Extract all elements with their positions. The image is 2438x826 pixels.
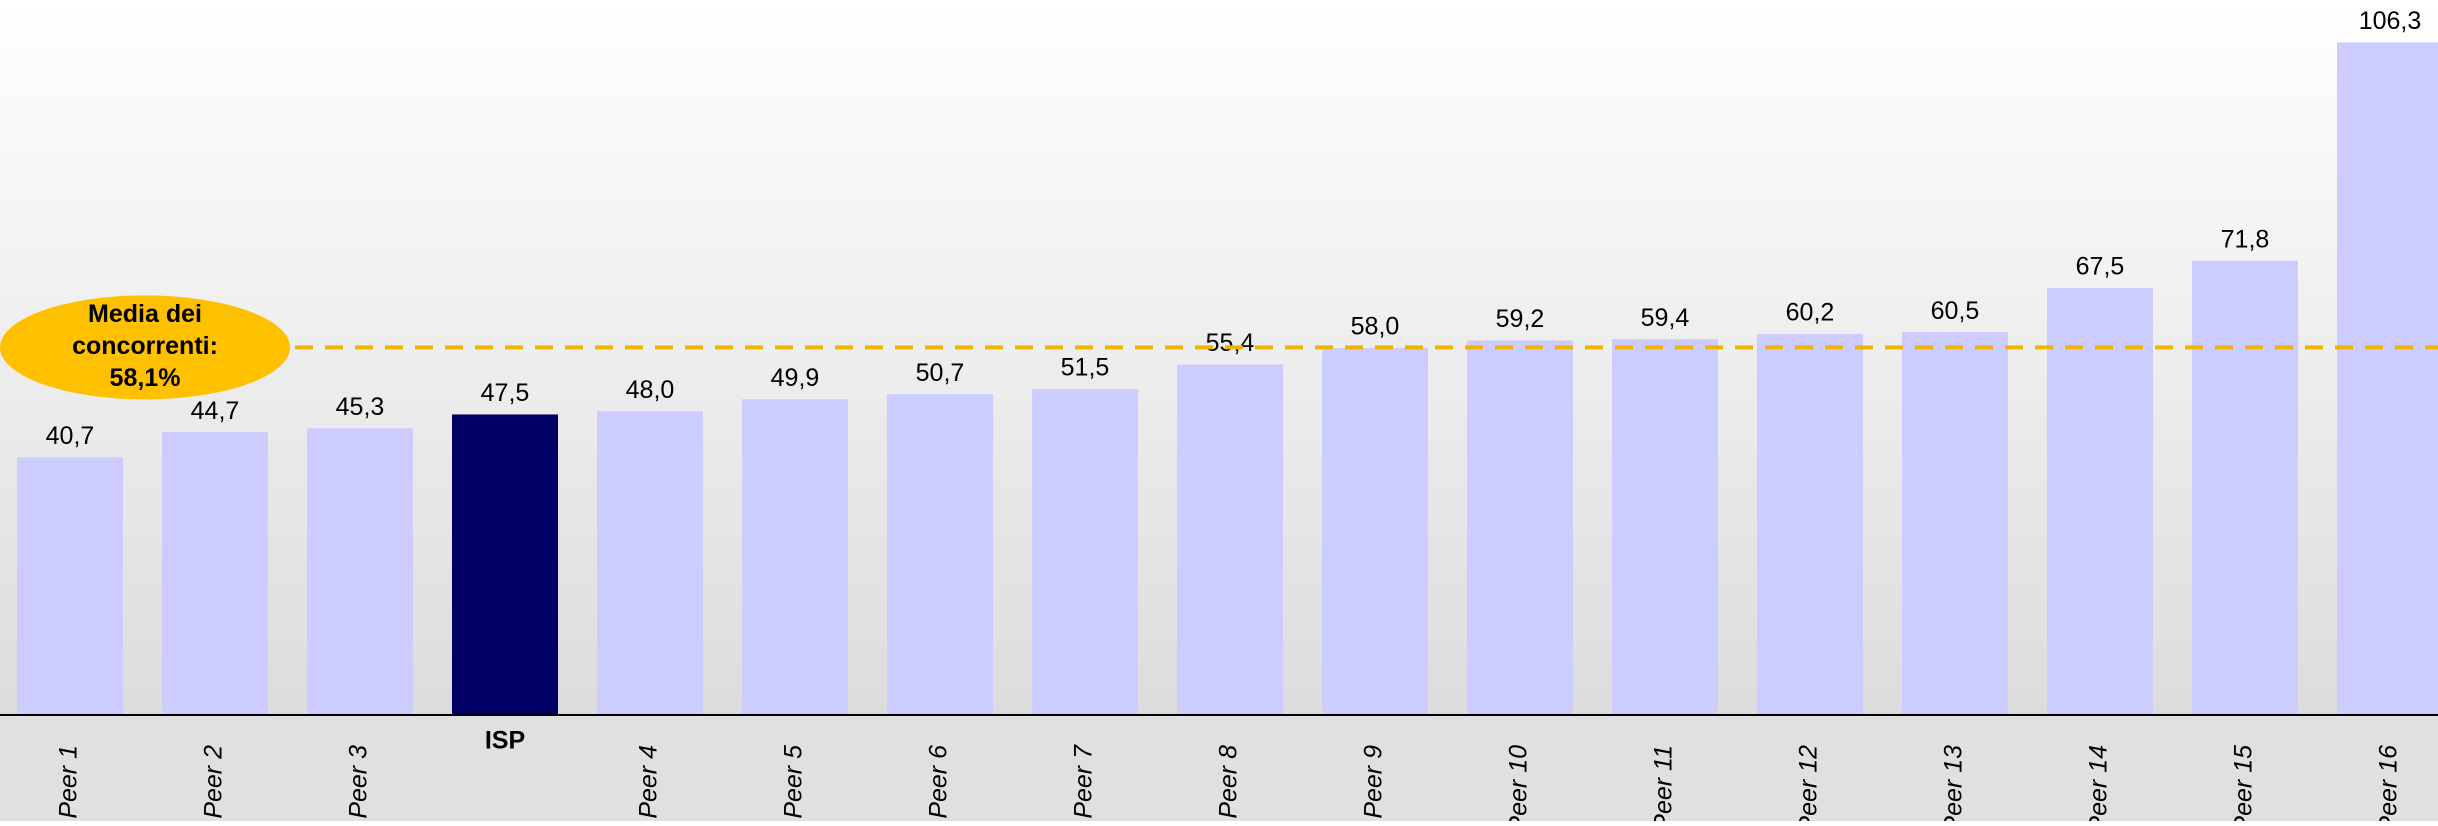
x-tick-label: Peer 6: [925, 745, 953, 819]
value-label: 48,0: [626, 376, 675, 404]
x-tick-label: Peer 5: [780, 745, 808, 819]
value-label: 55,4: [1206, 329, 1255, 357]
x-tick-label: Peer 13: [1940, 745, 1968, 821]
value-label: 50,7: [916, 359, 965, 387]
bar: [1177, 364, 1283, 715]
value-label: 106,3: [2359, 7, 2422, 35]
value-label: 40,7: [46, 422, 95, 450]
average-label: concorrenti:: [72, 332, 218, 360]
value-label: 60,5: [1931, 297, 1980, 325]
bar: [742, 399, 848, 715]
axis-band: [0, 715, 2438, 821]
x-tick-label: Peer 3: [345, 745, 373, 819]
value-label: 44,7: [191, 397, 240, 425]
bar: [597, 411, 703, 715]
value-label: 71,8: [2221, 225, 2270, 253]
bar: [2192, 260, 2298, 715]
bar: [1902, 332, 2008, 715]
bar: [1032, 389, 1138, 715]
average-label: 58,1%: [110, 364, 181, 392]
bar: [1757, 334, 1863, 715]
value-label: 60,2: [1786, 299, 1835, 327]
bar: [1467, 340, 1573, 715]
average-callout: [0, 295, 290, 400]
x-tick-label: Peer 4: [635, 745, 663, 819]
x-tick-label: Peer 11: [1650, 745, 1678, 821]
bar: [162, 432, 268, 715]
value-label: 58,0: [1351, 313, 1400, 341]
x-tick-label: Peer 16: [2375, 745, 2403, 821]
x-tick-label: Peer 1: [55, 745, 83, 819]
value-label: 59,4: [1641, 304, 1690, 332]
x-tick-label: Peer 9: [1360, 745, 1388, 819]
bar: [1322, 348, 1428, 715]
value-label: 59,2: [1496, 305, 1545, 333]
x-tick-label: Peer 14: [2085, 745, 2113, 821]
bar: [307, 428, 413, 715]
bar: [452, 414, 558, 715]
value-label: 45,3: [336, 393, 385, 421]
x-tick-label: Peer 15: [2230, 745, 2258, 821]
bar: [2047, 287, 2153, 715]
x-tick-label: Peer 7: [1070, 744, 1098, 819]
bar: [17, 457, 123, 715]
x-tick-label: Peer 10: [1505, 745, 1533, 821]
x-tick-label: ISP: [485, 727, 525, 755]
x-tick-label: Peer 12: [1795, 745, 1823, 821]
value-label: 49,9: [771, 364, 820, 392]
bar: [887, 394, 993, 715]
average-label: Media dei: [88, 300, 202, 328]
bar: [2337, 42, 2438, 716]
value-label: 51,5: [1061, 354, 1110, 382]
value-label: 67,5: [2076, 253, 2125, 281]
x-tick-label: Peer 2: [200, 745, 228, 819]
value-label: 47,5: [481, 379, 530, 407]
x-tick-label: Peer 8: [1215, 745, 1243, 819]
bar: [1612, 339, 1718, 715]
